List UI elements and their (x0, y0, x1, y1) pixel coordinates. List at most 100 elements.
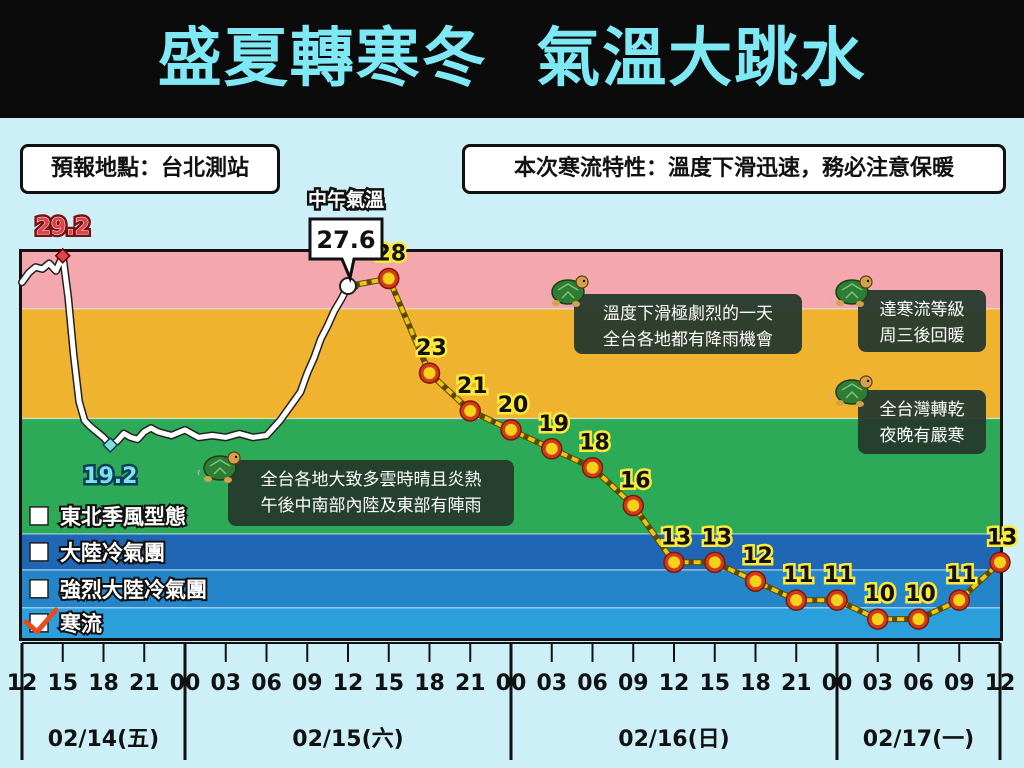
turtle-eye (582, 279, 586, 283)
turtle-shell-pattern (841, 283, 863, 299)
annotation-text: 周三後回暖 (880, 326, 965, 346)
forecast-value-label: 13 (701, 525, 732, 550)
forecast-marker-core (668, 556, 680, 569)
forecast-value-label: 13 (987, 525, 1018, 550)
annotation-box (858, 290, 986, 352)
legend-checkbox (29, 506, 49, 526)
temperature-band (22, 308, 1000, 419)
temperature-band (22, 252, 1000, 309)
callout-caption: 中午氣溫 (308, 188, 384, 211)
forecast-marker-core (749, 575, 762, 588)
motion-mark (829, 293, 833, 300)
annotation-text: 全台各地大致多雲時晴且炎熱 (261, 470, 482, 490)
x-tick-label: 00 (170, 671, 201, 696)
turtle-eye (866, 279, 870, 283)
annotation-box (228, 460, 514, 526)
max-value-label-fill: 29.2 (36, 215, 90, 240)
max-value-label: 29.2 (36, 215, 90, 240)
feature-label: 本次寒流特性：溫度下滑迅速，務必注意保暖 (513, 156, 954, 181)
temperature-band (22, 533, 1000, 570)
turtle-shell-pattern (209, 459, 231, 475)
x-tick-label: 15 (47, 671, 78, 696)
annotation-text: 夜晚有嚴寒 (880, 426, 965, 446)
x-tick-label: 18 (414, 671, 445, 696)
forecast-value-label: 18 (579, 431, 610, 456)
forecast-value-label: 16 (620, 469, 651, 494)
annotation-text: 全台各地都有降雨機會 (603, 330, 773, 350)
noon-marker (339, 277, 357, 296)
x-tick-label: 18 (88, 671, 119, 696)
x-tick-label: 03 (862, 671, 893, 696)
feature-box: 本次寒流特性：溫度下滑迅速，務必注意保暖 (462, 144, 1006, 194)
turtle-shell-pattern (557, 283, 579, 299)
legend-label: 寒流 (60, 612, 102, 636)
annotation-text: 全台灣轉乾 (880, 400, 965, 420)
forecast-value-label: 12 (742, 544, 773, 569)
forecast-marker-core (790, 594, 803, 607)
x-tick-label: 21 (781, 671, 812, 696)
x-tick-label: 21 (455, 671, 486, 696)
forecast-value-label: 13 (661, 525, 692, 550)
motion-mark (829, 393, 833, 400)
forecast-marker-core (831, 594, 843, 607)
legend-label: 強烈大陸冷氣團 (60, 578, 207, 602)
turtle-leg (856, 301, 864, 307)
forecast-marker-core (586, 461, 599, 474)
x-tick-label: 12 (985, 671, 1016, 696)
annotation-text: 達寒流等級 (880, 300, 965, 320)
forecast-marker-core (545, 442, 558, 455)
page-title: 盛夏轉寒冬 氣溫大跳水 (157, 22, 867, 96)
annotation-box (858, 390, 986, 454)
turtle-icon (829, 375, 873, 407)
x-tick-label: 03 (210, 671, 241, 696)
day-label: 02/15(六) (292, 727, 403, 752)
turtle-leg (204, 476, 212, 482)
turtle-leg (572, 301, 580, 307)
x-tick-label: 21 (129, 671, 160, 696)
x-tick-label: 15 (373, 671, 404, 696)
legend-label: 東北季風型態 (60, 505, 186, 529)
day-label: 02/17(一) (863, 727, 974, 752)
forecast-marker-core (708, 556, 721, 569)
x-tick-label: 06 (903, 671, 934, 696)
forecast-marker-core (627, 499, 640, 512)
forecast-value-label: 23 (416, 336, 447, 361)
forecast-marker-core (382, 272, 395, 285)
x-tick-label: 18 (740, 671, 771, 696)
forecast-value-label: 10 (905, 582, 936, 607)
turtle-leg (552, 300, 560, 306)
check-icon (23, 607, 59, 635)
x-tick-label: 06 (577, 671, 608, 696)
legend-checkbox (29, 542, 49, 562)
day-label: 02/14(五) (48, 727, 159, 752)
x-tick-label: 00 (496, 671, 527, 696)
observed-line (19, 253, 358, 448)
forecast-marker-core (505, 423, 517, 436)
x-tick-label: 09 (292, 671, 323, 696)
turtle-leg (836, 300, 844, 306)
forecast-marker-core (423, 367, 436, 380)
turtle-eye (866, 379, 870, 383)
forecast-marker-core (994, 556, 1006, 569)
min-marker (102, 436, 119, 454)
legend-label: 大陸冷氣團 (60, 541, 165, 565)
turtle-eye (234, 455, 238, 459)
turtle-head (575, 275, 589, 289)
annotation-text: 午後中南部內陸及東部有陣雨 (261, 496, 482, 516)
turtle-icon (829, 275, 873, 307)
turtle-icon (545, 275, 589, 307)
location-box: 預報地點：台北測站 (20, 144, 280, 194)
forecast-value-label: 11 (783, 563, 814, 588)
x-tick-label: 12 (659, 671, 690, 696)
motion-mark (197, 469, 201, 476)
turtle-shell-pattern (841, 383, 863, 399)
forecast-value-label: 21 (457, 374, 488, 399)
x-tick-label: 06 (251, 671, 282, 696)
x-tick-label: 09 (944, 671, 975, 696)
turtle-icon (197, 451, 241, 483)
turtle-head (859, 275, 873, 289)
